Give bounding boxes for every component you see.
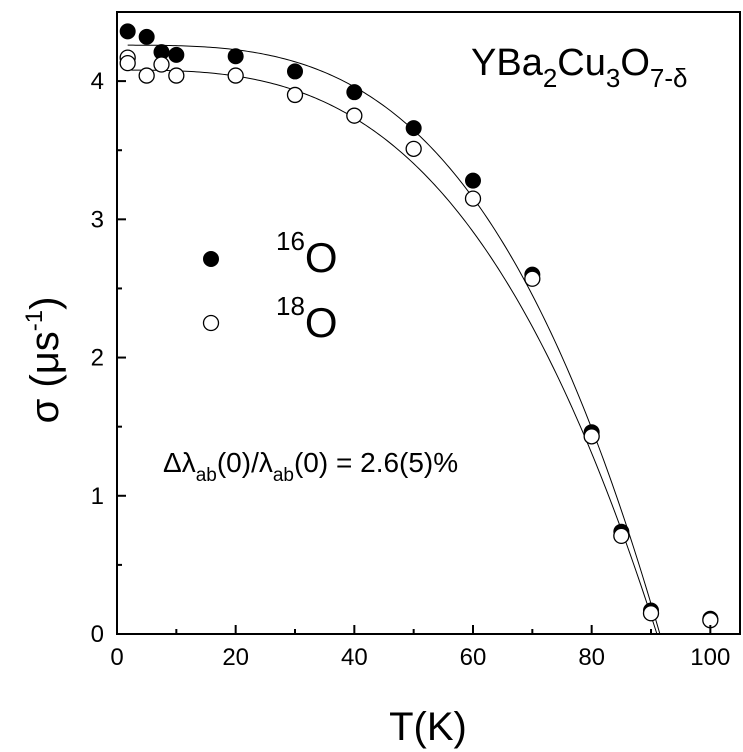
data-point-18-o	[405, 140, 422, 157]
x-tick-label: 80	[578, 644, 605, 671]
data-point-18-o	[119, 54, 136, 72]
x-tick-label: 100	[690, 644, 730, 671]
data-point-18-o	[464, 190, 482, 207]
data-point-18-o	[153, 56, 170, 73]
data-point-18-o	[346, 107, 363, 124]
x-tick-label: 20	[222, 644, 249, 671]
data-point-18-o	[138, 67, 155, 84]
data-point-16-o	[346, 84, 363, 101]
y-axis: 0 1 2 3 4	[91, 68, 126, 648]
data-point-18-o	[168, 67, 185, 84]
y-tick-label: 2	[91, 345, 104, 372]
data-point-18-o	[613, 527, 630, 545]
legend: 16O 18O	[202, 226, 338, 346]
data-point-16-o	[168, 46, 185, 63]
y-tick-label: 1	[91, 483, 104, 510]
x-axis: 0 20 40 60 80 100	[110, 625, 730, 671]
y-axis-title: σ (μs-1)	[21, 297, 67, 424]
data-point-18-o	[583, 428, 600, 445]
data-point-16-o	[119, 23, 136, 40]
fit-curves	[127, 44, 661, 635]
plot-frame	[116, 11, 741, 635]
y-tick-label: 0	[91, 621, 104, 648]
data-point-16-o	[405, 120, 422, 137]
data-points	[119, 23, 719, 629]
data-point-18-o	[642, 605, 660, 622]
data-point-18-o	[286, 86, 304, 104]
y-tick-label: 3	[91, 206, 104, 233]
data-point-16-o	[138, 28, 155, 45]
data-point-18-o	[524, 270, 541, 287]
x-tick-label: 60	[460, 644, 487, 671]
data-point-16-o	[227, 48, 244, 65]
x-tick-label: 40	[341, 644, 368, 671]
compound-title: YBa2Cu3O7-δ	[471, 42, 688, 93]
legend-marker-18o	[202, 314, 220, 332]
data-point-16-o	[287, 63, 303, 80]
data-point-16-o	[465, 172, 481, 189]
x-axis-title: T(K)	[389, 705, 467, 749]
fit-curve-0	[127, 44, 661, 635]
legend-label-18o: 18O	[276, 291, 338, 346]
fit-curve-1	[127, 69, 658, 635]
data-point-18-o	[227, 67, 244, 84]
legend-label-16o: 16O	[276, 226, 338, 281]
penetration-depth-annotation: Δλab(0)/λab(0) = 2.6(5)%	[163, 447, 458, 486]
y-tick-label: 4	[91, 68, 104, 95]
legend-marker-16o	[203, 251, 219, 267]
x-tick-label: 0	[110, 644, 123, 671]
